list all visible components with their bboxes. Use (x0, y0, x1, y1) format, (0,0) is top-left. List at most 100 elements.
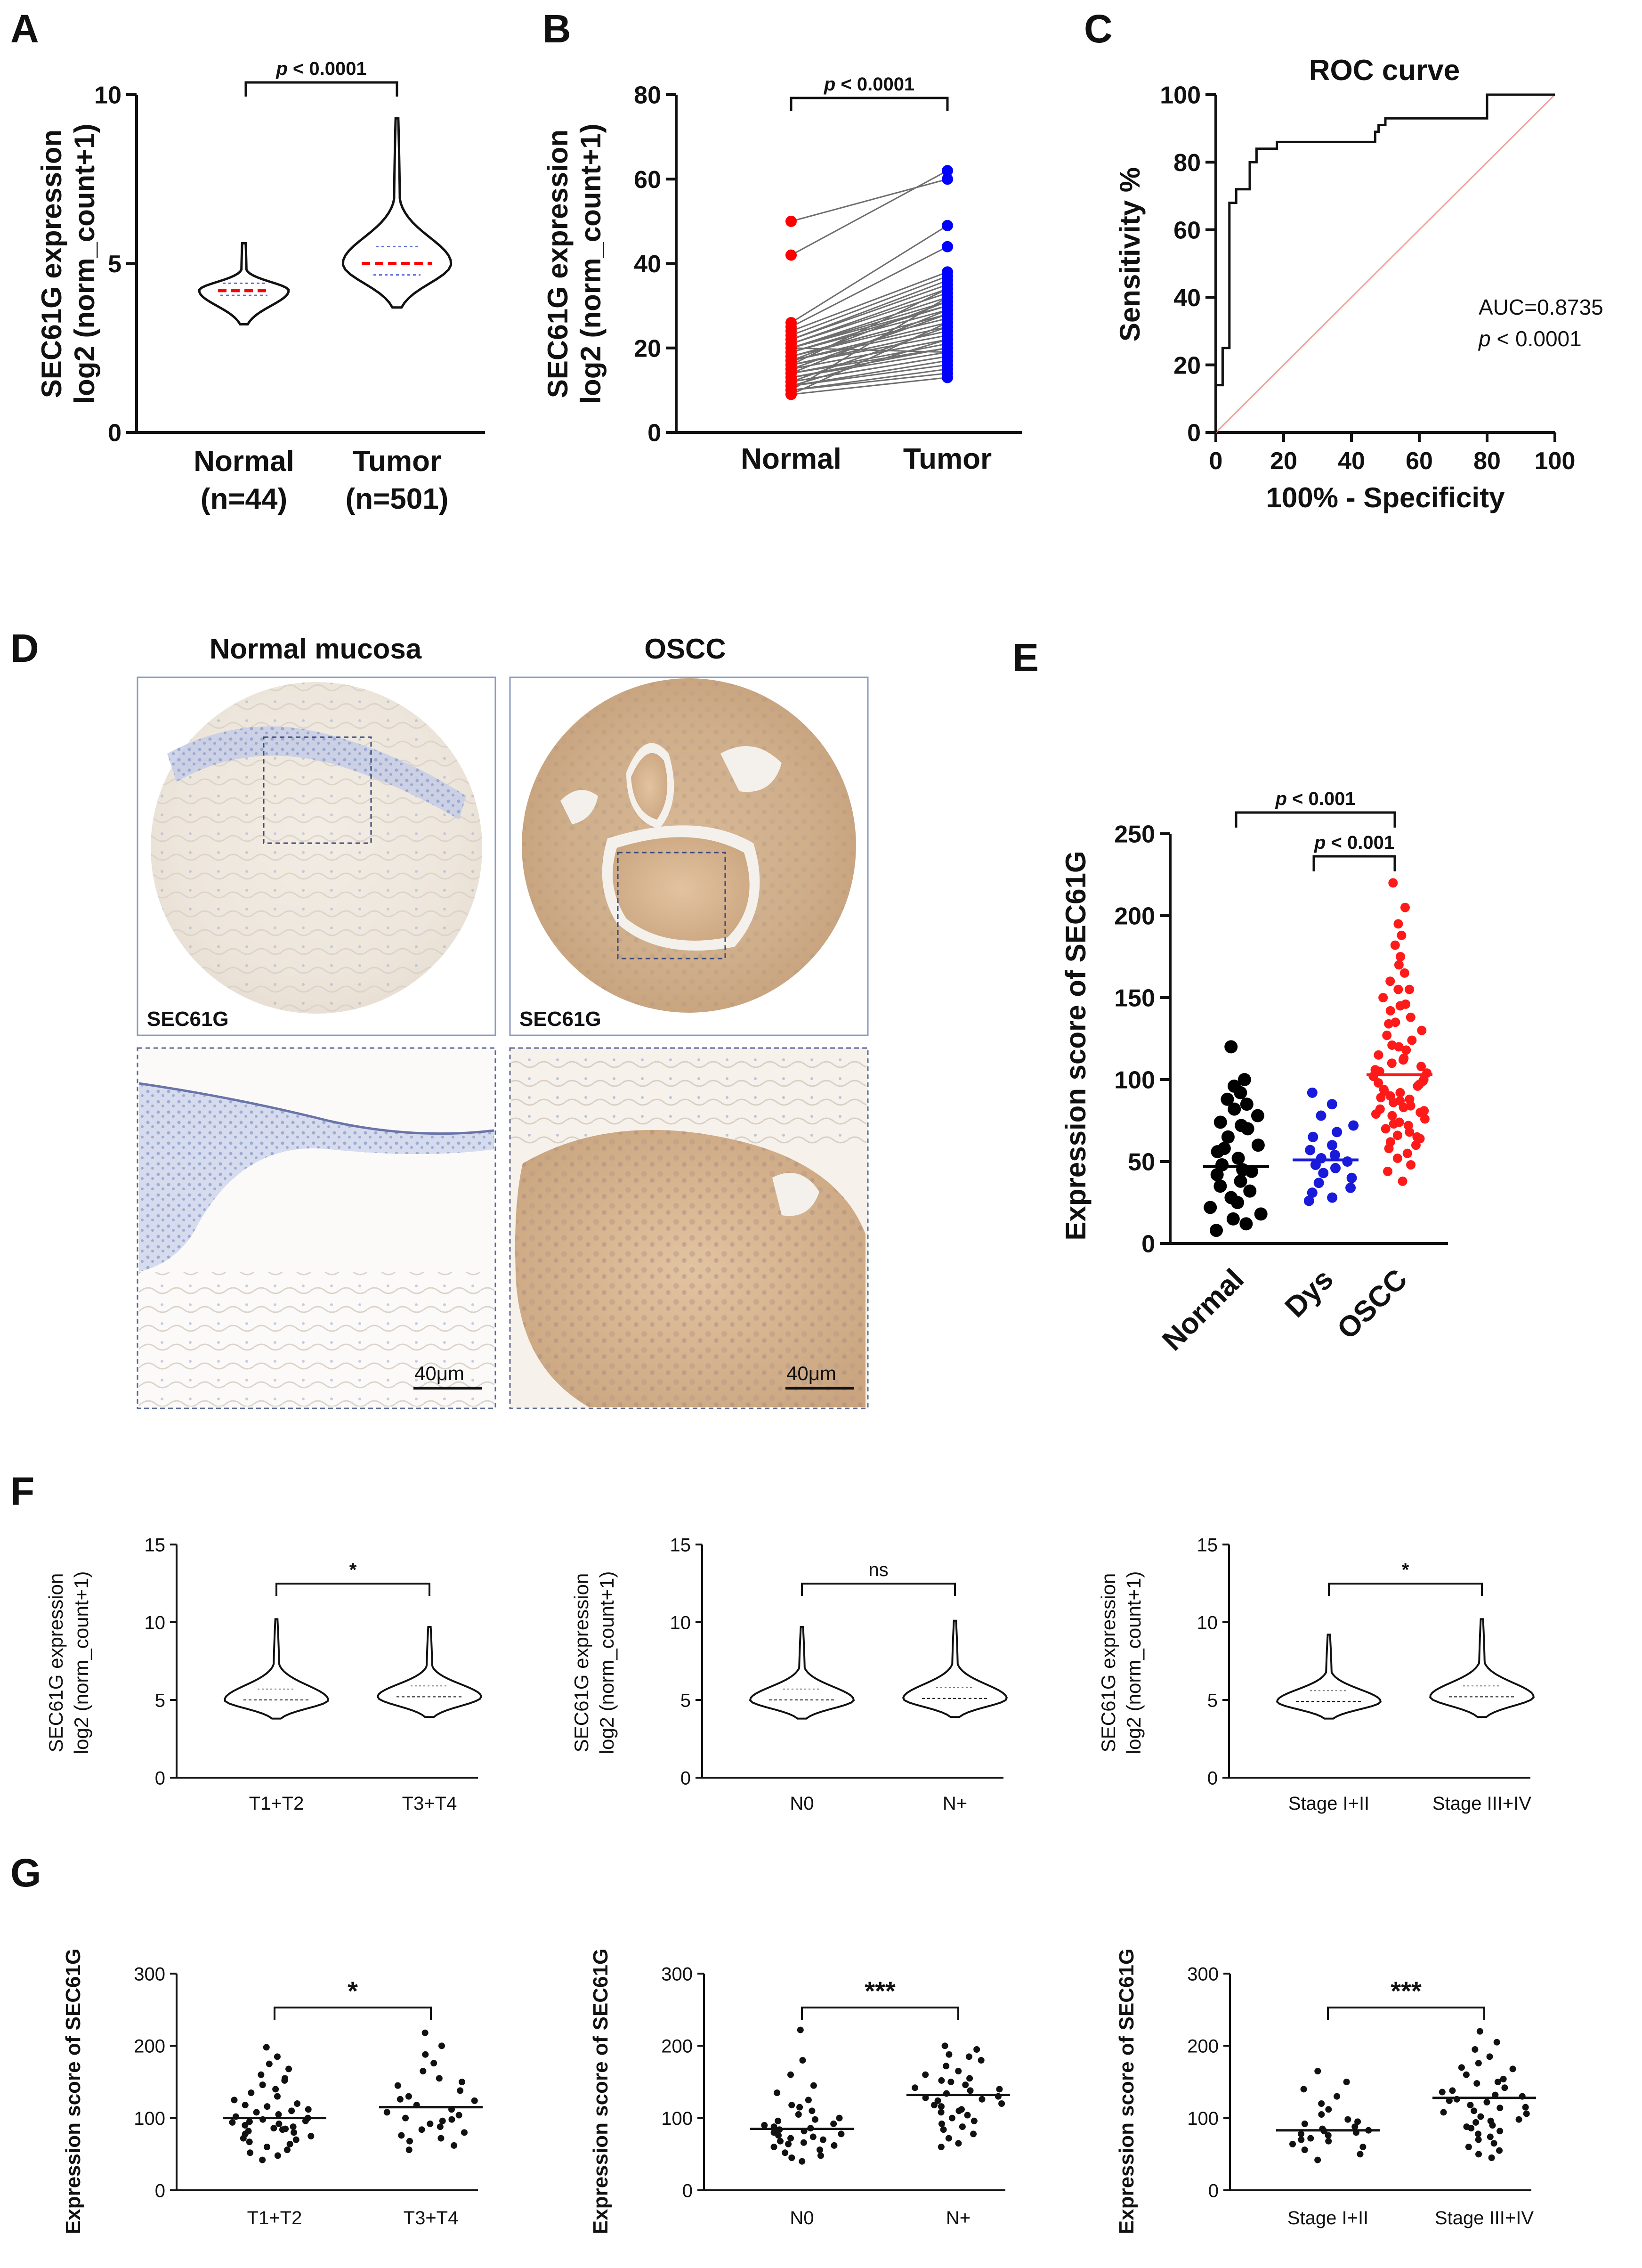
point (457, 2087, 464, 2094)
sig-f3-label: * (1402, 1560, 1409, 1580)
point (422, 2051, 429, 2058)
d-stain-label-normal: SEC61G (147, 1008, 229, 1031)
point (285, 2065, 292, 2073)
point (451, 2142, 458, 2149)
point (922, 2071, 929, 2078)
point (938, 2077, 945, 2084)
point (1483, 2098, 1490, 2105)
point (938, 2144, 945, 2150)
point (302, 2117, 309, 2124)
y-tick-label: 200 (134, 2036, 165, 2057)
point-tumor (942, 372, 953, 383)
point-dys (1327, 1140, 1337, 1151)
chart-g1-scatter: 0 100 200 300 Expression score of SEC61G T1+T… (62, 1949, 483, 2234)
y-tick-label: 40 (634, 251, 661, 278)
point-oscc (1371, 1109, 1381, 1119)
y-tick-label: 20 (634, 335, 661, 362)
panel-label-g: G (10, 1851, 41, 1895)
point (1475, 2060, 1482, 2067)
sig-g3-bar (1327, 2007, 1485, 2020)
point (430, 2060, 437, 2067)
point (948, 2114, 955, 2122)
point (955, 2068, 962, 2074)
y-axis-label: Expression score of SEC61G (1060, 851, 1092, 1241)
y-tick-label: 0 (680, 1768, 691, 1788)
point (1314, 2156, 1321, 2163)
point (1289, 2140, 1296, 2147)
point-oscc (1411, 1140, 1421, 1150)
x-tick-label: Dys (1279, 1263, 1340, 1324)
point (795, 2111, 802, 2118)
sig-e-normal-oscc-bar (1235, 811, 1396, 828)
point-oscc (1419, 1106, 1429, 1116)
panel-d-ihc: Normal mucosa OSCC SEC61G SEC61G (137, 633, 869, 1409)
x-tick-label: Normal (1156, 1263, 1250, 1357)
point (941, 2042, 948, 2049)
point (1475, 2136, 1482, 2143)
y-axis-label: SEC61G expression (45, 1573, 67, 1753)
point-normal (1234, 1174, 1247, 1188)
point-normal (1213, 1115, 1227, 1129)
point (437, 2123, 444, 2130)
point-normal (1221, 1130, 1235, 1144)
point (288, 2107, 295, 2114)
point-oscc (1399, 1053, 1409, 1063)
p-label: p < 0.0001 (1478, 326, 1582, 351)
y-tick-label: 0 (1207, 1768, 1218, 1788)
point (436, 2075, 443, 2082)
pair-line (791, 376, 948, 395)
sig-f1-bar (275, 1583, 430, 1596)
x-tick-label: OSCC (1331, 1263, 1413, 1345)
point (1318, 2111, 1325, 2118)
sig-f1-label: * (349, 1560, 357, 1580)
violin (1276, 1634, 1382, 1720)
point-normal (785, 367, 797, 379)
y-axis-label: log2 (norm_count+1) (70, 1571, 92, 1755)
point-oscc (1399, 968, 1409, 978)
y-axis-label: log2 (norm_count+1) (1123, 1571, 1145, 1755)
pair-line (791, 347, 948, 353)
point (246, 2118, 253, 2125)
pair-line (791, 246, 948, 328)
point-normal (1215, 1158, 1229, 1171)
point (394, 2082, 401, 2089)
point (1357, 2151, 1364, 2158)
y-tick-label: 0 (1208, 2180, 1219, 2201)
point (264, 2144, 271, 2150)
pair-line (791, 284, 948, 341)
y-tick-label: 10 (145, 1612, 166, 1633)
point (810, 2082, 817, 2089)
pair-line (791, 309, 948, 374)
point-normal (1210, 1168, 1224, 1181)
point (275, 2111, 282, 2118)
sig-e-normal-oscc-label: p < 0.001 (1275, 789, 1355, 809)
y-tick-label: 0 (1141, 1231, 1155, 1258)
point (247, 2149, 254, 2156)
point (946, 2051, 953, 2058)
point (231, 2097, 238, 2104)
point (1472, 2119, 1480, 2126)
y-axis-label: SEC61G expression (570, 1573, 592, 1753)
point (405, 2146, 413, 2154)
image-normal-zoom: 40μm (137, 1047, 496, 1409)
point (1465, 2144, 1472, 2150)
point-dys (1307, 1087, 1318, 1098)
pair-line (791, 301, 948, 362)
panel-label-b: B (542, 7, 571, 51)
point (931, 2102, 938, 2109)
point (955, 2140, 962, 2147)
sig-f2-label: ns (868, 1560, 888, 1580)
point-tumor (942, 219, 953, 231)
point-oscc (1379, 1086, 1389, 1096)
y-tick-label: 0 (682, 2180, 693, 2201)
point-oscc (1400, 902, 1410, 912)
point (290, 2123, 297, 2130)
point (421, 2029, 429, 2036)
point (1440, 2109, 1447, 2116)
point (775, 2132, 782, 2139)
y-axis-label: Expression score of SEC61G (589, 1949, 612, 2234)
point (270, 2125, 277, 2132)
point-oscc (1397, 930, 1407, 940)
point-oscc (1391, 1017, 1400, 1027)
point-oscc (1417, 1025, 1427, 1035)
